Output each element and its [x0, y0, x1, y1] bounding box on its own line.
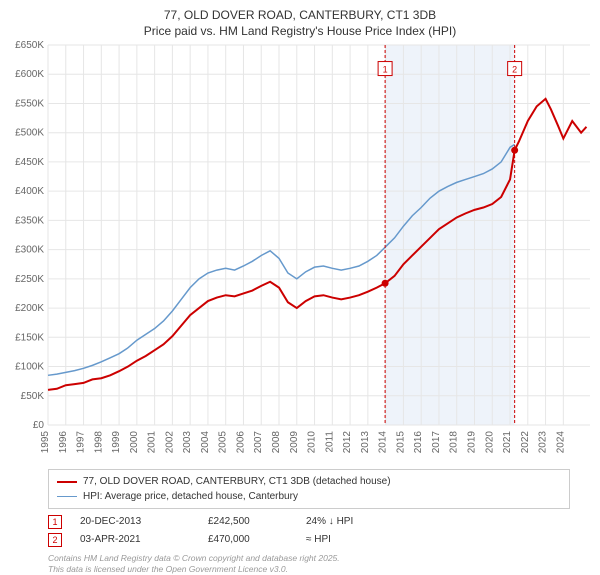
x-axis-label: 2007	[253, 431, 264, 454]
title-line-2: Price paid vs. HM Land Registry's House …	[0, 24, 600, 40]
x-axis-label: 2010	[307, 431, 318, 454]
x-axis-label: 2013	[360, 431, 371, 454]
title-line-1: 77, OLD DOVER ROAD, CANTERBURY, CT1 3DB	[0, 8, 600, 24]
y-axis-label: £450K	[15, 157, 44, 168]
legend-swatch	[57, 496, 77, 497]
x-axis-label: 2002	[164, 431, 175, 454]
y-axis-label: £600K	[15, 69, 44, 80]
x-axis-label: 2016	[413, 431, 424, 454]
chart-area: £0 £50K £100K £150K £200K £250K £300K £350K £400…	[0, 39, 600, 467]
x-axis-label: 2021	[502, 431, 513, 454]
x-axis-label: 2008	[271, 431, 282, 454]
footer-attribution: Contains HM Land Registry data © Crown c…	[48, 553, 570, 575]
line-chart-svg: £0 £50K £100K £150K £200K £250K £300K £350K £400…	[0, 39, 600, 467]
y-axis-label: £350K	[15, 216, 44, 227]
x-axis-label: 1995	[40, 431, 51, 454]
shaded-region	[385, 45, 515, 425]
y-axis-label: £0	[33, 420, 45, 431]
legend-label: 77, OLD DOVER ROAD, CANTERBURY, CT1 3DB …	[83, 474, 391, 489]
legend-swatch	[57, 481, 77, 483]
x-axis-label: 1998	[93, 431, 104, 454]
x-axis-label: 2024	[555, 431, 566, 454]
legend-item: HPI: Average price, detached house, Cant…	[57, 489, 561, 504]
y-axis-label: £500K	[15, 128, 44, 139]
y-axis-label: £150K	[15, 332, 44, 343]
marker-id-box: 2	[48, 533, 62, 547]
y-axis-label: £200K	[15, 303, 44, 314]
x-axis-label: 2009	[289, 431, 300, 454]
marker-date: 03-APR-2021	[80, 531, 190, 549]
marker-box-label-1: 1	[383, 65, 388, 75]
legend: 77, OLD DOVER ROAD, CANTERBURY, CT1 3DB …	[48, 469, 570, 509]
x-axis-label: 2017	[431, 431, 442, 454]
x-axis-label: 1999	[111, 431, 122, 454]
marker-dot-2	[511, 147, 518, 154]
marker-box-label-2: 2	[512, 65, 517, 75]
x-axis-label: 1997	[76, 431, 87, 454]
marker-table-row: 1 20-DEC-2013 £242,500 24% ↓ HPI	[48, 513, 570, 531]
marker-dot-1	[382, 280, 389, 287]
marker-price: £470,000	[208, 531, 288, 549]
x-axis-label: 2019	[466, 431, 477, 454]
x-axis-label: 2020	[484, 431, 495, 454]
x-axis-label: 2018	[449, 431, 460, 454]
x-axis-label: 1996	[58, 431, 69, 454]
y-axis-label: £650K	[15, 40, 44, 51]
x-axis-label: 2012	[342, 431, 353, 454]
footer-line-2: This data is licensed under the Open Gov…	[48, 564, 570, 575]
x-axis-label: 2015	[395, 431, 406, 454]
legend-label: HPI: Average price, detached house, Cant…	[83, 489, 298, 504]
y-axis-label: £50K	[21, 391, 45, 402]
y-axis-label: £400K	[15, 186, 44, 197]
x-axis-label: 2003	[182, 431, 193, 454]
x-axis-label: 2001	[147, 431, 158, 454]
marker-table: 1 20-DEC-2013 £242,500 24% ↓ HPI 2 03-APR-202…	[48, 513, 570, 549]
marker-id-box: 1	[48, 515, 62, 529]
x-axis-label: 2011	[324, 431, 335, 453]
marker-date: 20-DEC-2013	[80, 513, 190, 531]
x-axis-label: 2004	[200, 431, 211, 454]
marker-price: £242,500	[208, 513, 288, 531]
footer-line-1: Contains HM Land Registry data © Crown c…	[48, 553, 570, 564]
y-axis-label: £100K	[15, 362, 44, 373]
x-axis-label: 2023	[538, 431, 549, 454]
y-axis-label: £250K	[15, 274, 44, 285]
marker-table-row: 2 03-APR-2021 £470,000 ≈ HPI	[48, 531, 570, 549]
y-axis-label: £300K	[15, 245, 44, 256]
x-axis-label: 2006	[235, 431, 246, 454]
x-axis-label: 2005	[218, 431, 229, 454]
marker-comparison: 24% ↓ HPI	[306, 513, 416, 531]
x-axis-label: 2022	[520, 431, 531, 454]
legend-item: 77, OLD DOVER ROAD, CANTERBURY, CT1 3DB …	[57, 474, 561, 489]
marker-comparison: ≈ HPI	[306, 531, 416, 549]
chart-title: 77, OLD DOVER ROAD, CANTERBURY, CT1 3DB …	[0, 0, 600, 39]
x-axis-label: 2014	[378, 431, 389, 454]
x-axis-label: 2000	[129, 431, 140, 454]
y-axis-label: £550K	[15, 99, 44, 110]
